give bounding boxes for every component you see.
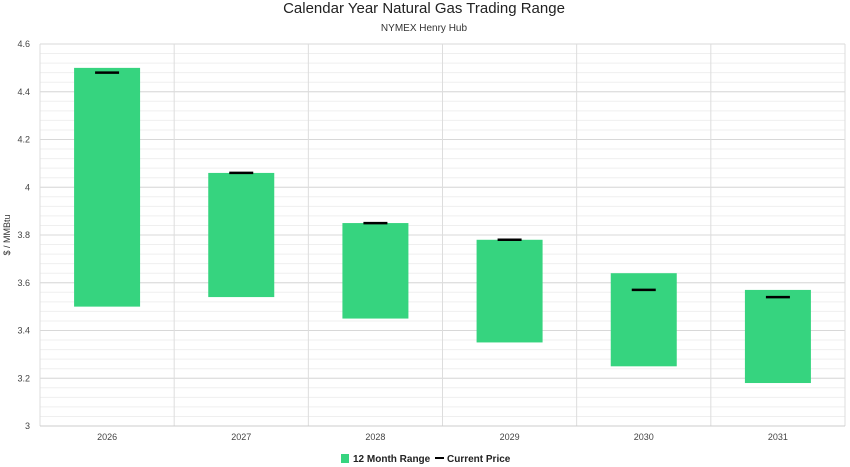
x-tick-label: 2030 bbox=[634, 432, 654, 442]
vertical-gridlines bbox=[39, 44, 846, 426]
y-axis-ticks: 3 3.2 3.4 3.6 3.8 4 4.2 4.4 4.6 bbox=[17, 39, 30, 431]
legend: 12 Month Range Current Price bbox=[341, 454, 511, 465]
range-bar-2030[interactable] bbox=[610, 273, 677, 367]
y-tick-label: 4 bbox=[25, 182, 30, 192]
y-tick-label: 3 bbox=[25, 421, 30, 431]
chart-title: Calendar Year Natural Gas Trading Range bbox=[283, 0, 565, 17]
range-bar-2031[interactable] bbox=[744, 289, 811, 384]
legend-label-range[interactable]: 12 Month Range bbox=[353, 454, 431, 465]
y-tick-label: 4.6 bbox=[17, 39, 30, 49]
x-tick-label: 2028 bbox=[365, 432, 385, 442]
range-bar-2027[interactable] bbox=[208, 172, 275, 298]
legend-label-price[interactable]: Current Price bbox=[447, 454, 511, 465]
chart-subtitle: NYMEX Henry Hub bbox=[381, 23, 468, 34]
range-bar-2028[interactable] bbox=[342, 223, 409, 319]
legend-swatch-range[interactable] bbox=[341, 454, 349, 463]
y-tick-label: 4.2 bbox=[17, 135, 30, 145]
x-tick-label: 2027 bbox=[231, 432, 251, 442]
x-tick-label: 2031 bbox=[768, 432, 788, 442]
y-tick-label: 3.8 bbox=[17, 230, 30, 240]
y-tick-label: 4.4 bbox=[17, 87, 30, 97]
y-tick-label: 3.6 bbox=[17, 278, 30, 288]
y-axis-label: $ / MMBtu bbox=[2, 214, 12, 255]
x-tick-label: 2026 bbox=[97, 432, 117, 442]
x-tick-label: 2029 bbox=[500, 432, 520, 442]
range-bar-2026[interactable] bbox=[74, 67, 141, 307]
y-tick-label: 3.2 bbox=[17, 373, 30, 383]
current-price-markers bbox=[95, 71, 790, 299]
range-bar-2029[interactable] bbox=[476, 239, 543, 343]
y-tick-label: 3.4 bbox=[17, 326, 30, 336]
x-axis-ticks: 2026 2027 2028 2029 2030 2031 bbox=[97, 432, 788, 442]
